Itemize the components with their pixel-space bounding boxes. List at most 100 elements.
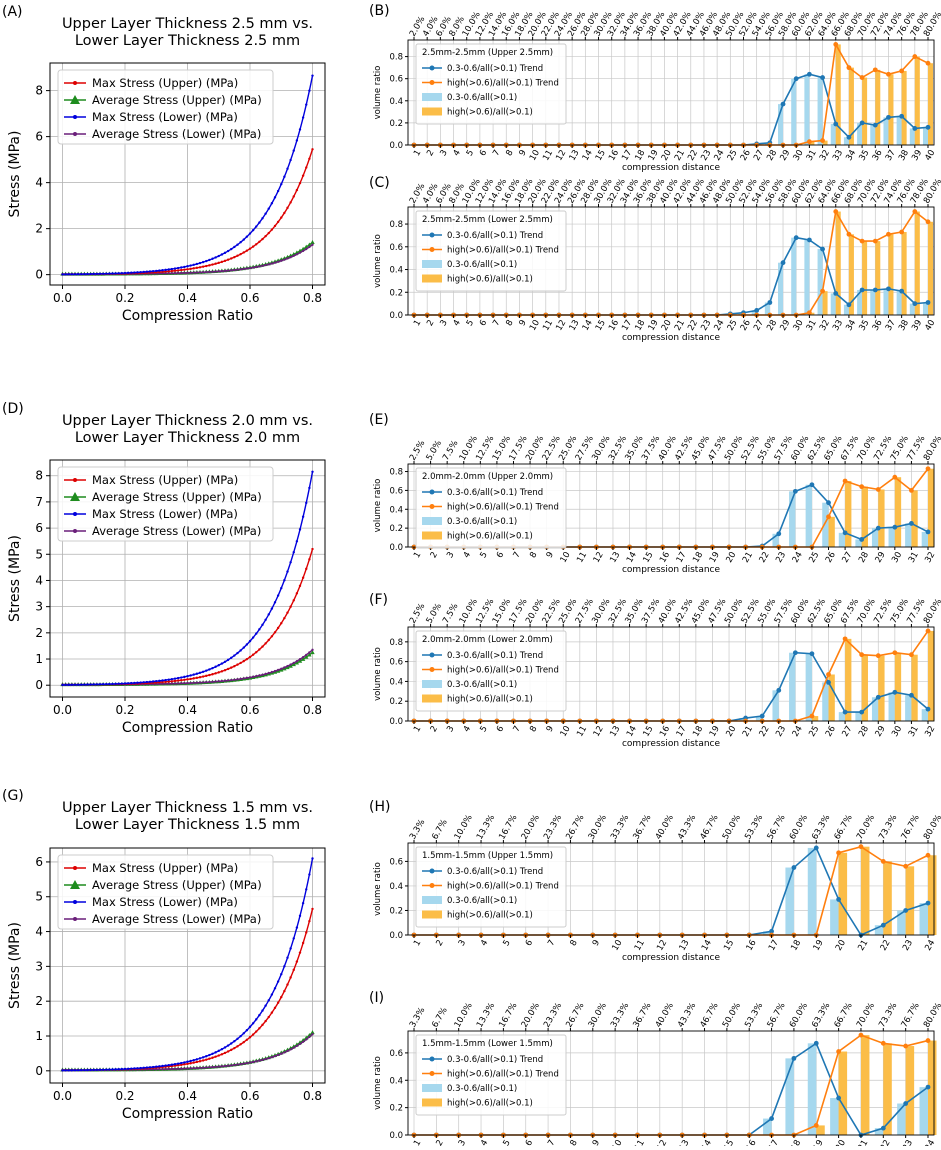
marker-dot (114, 1068, 117, 1071)
x-tick-label: 7 (546, 938, 557, 948)
bar-high (905, 866, 915, 935)
x-tick-label: 25 (726, 318, 740, 332)
x-tick-label: 8 (528, 550, 539, 560)
marker-dot (283, 175, 286, 178)
x-tick-label: 24 (712, 318, 726, 332)
bar-mid (817, 249, 823, 315)
bar-mid (764, 142, 770, 145)
x-tick-label: 22 (758, 724, 772, 738)
bar-high (901, 232, 907, 315)
bar-high (928, 63, 934, 145)
marker-dot (236, 1063, 239, 1066)
legend-swatch-bar (422, 680, 442, 688)
marker-dot (305, 501, 308, 505)
x-tick-label: 22 (879, 938, 893, 952)
marker-dot (236, 1045, 239, 1048)
bar-mid (830, 899, 839, 935)
marker-dot (292, 551, 295, 554)
trend-point-mid (872, 287, 878, 293)
marker-dot (167, 268, 170, 271)
marker-dot (205, 1058, 208, 1061)
trend-point-high (858, 1032, 864, 1038)
marker-dot (195, 262, 199, 266)
x-tick-label: 5 (465, 148, 476, 158)
marker-dot (189, 1059, 192, 1063)
marker-dot (180, 1063, 183, 1067)
x-tick-label: 0.0 (53, 1089, 72, 1103)
trend-point-mid (925, 529, 931, 535)
marker-dot (255, 1018, 258, 1021)
bar-mid (857, 122, 863, 145)
trend-point-high (925, 852, 931, 858)
bar-mid (922, 127, 928, 145)
bar-mid (855, 712, 862, 721)
marker-dot (270, 993, 274, 996)
trend-point-high (846, 231, 852, 237)
marker-dot (164, 680, 167, 684)
marker-dot (311, 857, 314, 860)
marker-dot (276, 1053, 280, 1057)
marker-dot (226, 679, 230, 682)
x-tick-label: 38 (897, 318, 911, 332)
marker-dot (230, 1048, 233, 1052)
marker-dot (205, 264, 208, 268)
marker-dot (170, 269, 174, 273)
x-tick-label: 19 (812, 938, 826, 952)
top-tick-label: 30.0% (587, 813, 609, 841)
marker-dot (189, 674, 192, 677)
x-tick-label: 36 (871, 148, 885, 162)
x-tick-label: 2 (429, 724, 440, 734)
x-tick-label: 31 (805, 318, 819, 332)
legend-swatch-bar (422, 517, 442, 525)
legend-swatch-point (429, 247, 435, 252)
marker-dot (292, 968, 295, 972)
trend-point-high (925, 466, 931, 472)
y-tick-label: 6 (35, 521, 43, 535)
marker-dot (295, 1044, 299, 1048)
top-tick-label: 63.3% (810, 1001, 832, 1029)
x-tick-label: 39 (910, 318, 924, 332)
marker-dot (123, 1067, 127, 1071)
marker-dot (201, 681, 205, 684)
x-axis-label: compression distance (622, 163, 721, 173)
marker-dot (176, 1067, 180, 1071)
marker-dot (173, 679, 177, 683)
y-tick-label: 2 (35, 626, 43, 640)
marker-dot (195, 681, 199, 684)
x-tick-label: 25 (807, 550, 821, 564)
marker-dot (311, 547, 314, 551)
trend-point-high (813, 1123, 819, 1128)
marker-dot (214, 270, 217, 273)
marker-dot (211, 270, 214, 273)
legend-label: Average Stress (Lower) (MPa) (92, 912, 261, 926)
x-tick-label: 8 (569, 1138, 580, 1146)
y-tick-label: 2 (35, 994, 43, 1008)
marker-dot (151, 1065, 155, 1069)
legend-label: Max Stress (Lower) (MPa) (92, 895, 238, 909)
marker-dot (220, 662, 224, 665)
x-tick-label: 12 (655, 938, 669, 952)
x-tick-label: 11 (541, 318, 555, 332)
x-tick-label: 14 (625, 550, 639, 564)
marker-dot (308, 558, 311, 561)
x-tick-label: 24 (712, 148, 726, 162)
x-tick-label: 35 (857, 318, 871, 332)
trend-point-mid (793, 235, 799, 241)
bar-high (888, 234, 894, 315)
marker-dot (311, 148, 314, 151)
marker-dot (161, 269, 164, 272)
x-tick-label: 4 (479, 1138, 490, 1146)
x-tick-label: 6 (478, 318, 489, 328)
marker-dot (308, 89, 311, 92)
x-tick-label: 0.4 (178, 703, 197, 717)
marker-dot (280, 995, 283, 999)
bar-high (845, 480, 852, 547)
trend-point-mid (833, 291, 839, 296)
trend-point-mid (769, 928, 774, 934)
legend-label: high(>0.6)/all(>0.1) Trend (447, 1070, 559, 1080)
marker-dot (273, 1054, 277, 1058)
marker-dot (242, 677, 245, 680)
marker-dot (95, 1068, 99, 1072)
marker-dot (92, 683, 95, 686)
